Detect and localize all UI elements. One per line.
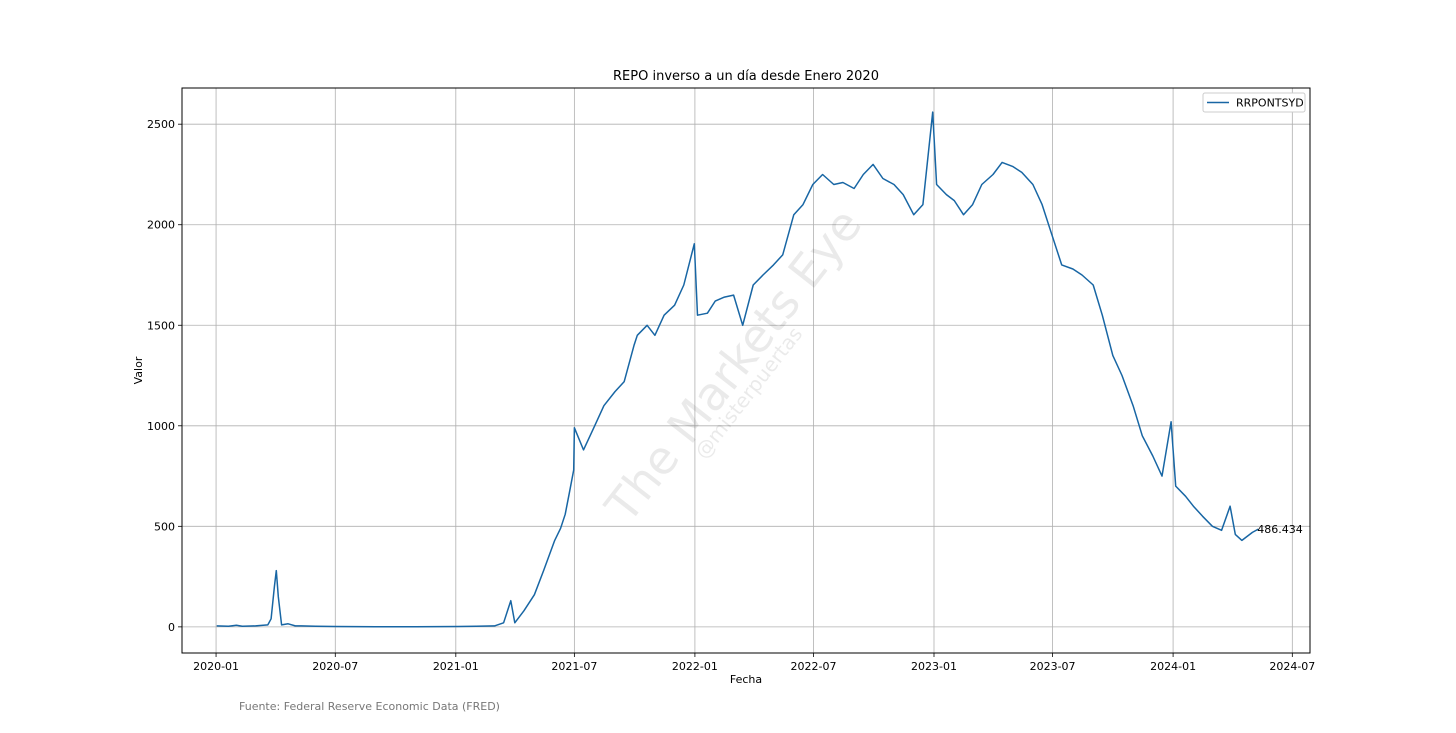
axis-ticks: 2020-01 2020-07 2021-01 2021-07 2022-01 2022-… [147, 118, 1315, 673]
x-tick-label: 2023-07 [1030, 660, 1076, 673]
x-tick-label: 2022-01 [672, 660, 718, 673]
y-tick-label: 500 [154, 520, 175, 533]
x-tick-label: 2022-07 [790, 660, 836, 673]
y-tick-label: 2500 [147, 118, 175, 131]
legend-label-rrpontsyd: RRPONTSYD [1236, 97, 1304, 110]
x-tick-label: 2020-01 [193, 660, 239, 673]
plot-frame [181, 87, 1311, 654]
legend: RRPONTSYD [1202, 92, 1306, 113]
annotations: 486.434 [1257, 523, 1303, 536]
y-axis-label: Valor [132, 356, 145, 384]
x-tick-label: 2021-01 [433, 660, 479, 673]
chart-title: REPO inverso a un día desde Enero 2020 [613, 69, 879, 84]
y-tick-label: 2000 [147, 219, 175, 232]
series-layer [216, 111, 1259, 628]
x-tick-label: 2021-07 [551, 660, 597, 673]
last-value-annotation: 486.434 [1257, 523, 1303, 536]
series-line-rrpontsyd [216, 111, 1259, 628]
x-tick-label: 2020-07 [312, 660, 358, 673]
x-axis-label: Fecha [730, 673, 762, 686]
x-tick-label: 2024-07 [1269, 660, 1315, 673]
y-tick-label: 1500 [147, 319, 175, 332]
x-tick-label: 2023-01 [911, 660, 957, 673]
grid-lines [182, 88, 1310, 653]
y-tick-label: 1000 [147, 420, 175, 433]
y-tick-label: 0 [168, 621, 175, 634]
source-note: Fuente: Federal Reserve Economic Data (F… [239, 700, 500, 713]
legend-box [1202, 92, 1306, 113]
x-tick-label: 2024-01 [1150, 660, 1196, 673]
